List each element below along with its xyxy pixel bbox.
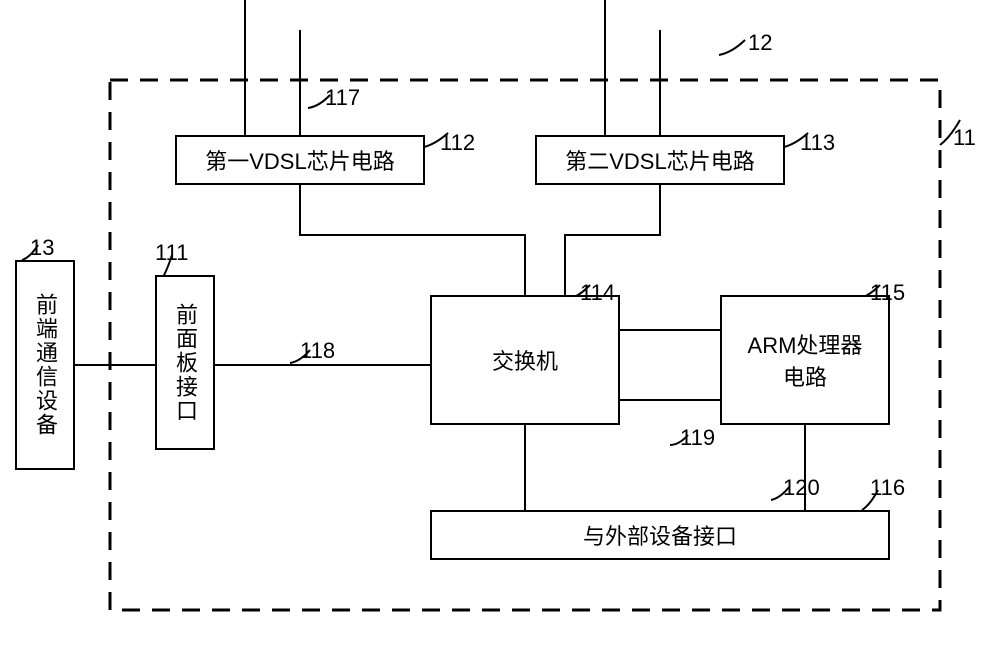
node-label: ARM处理器 电路 (748, 328, 863, 392)
node-switch: 交换机 (430, 295, 620, 425)
ref-label-116: 116 (870, 475, 905, 501)
node-label: 前面板接口 (169, 303, 201, 423)
node-label: 第一VDSL芯片电路 (205, 144, 394, 176)
ref-label-12: 12 (748, 30, 772, 56)
node-label: 与外部设备接口 (583, 519, 737, 551)
diagram-canvas: 前端通信设备 前面板接口 第一VDSL芯片电路 第二VDSL芯片电路 交换机 A… (0, 0, 1000, 645)
node-front-panel: 前面板接口 (155, 275, 215, 450)
ref-label-114: 114 (580, 280, 615, 306)
ref-label-113: 113 (800, 130, 835, 156)
ref-label-13: 13 (30, 235, 54, 261)
node-label: 第二VDSL芯片电路 (565, 144, 754, 176)
node-label: 交换机 (492, 344, 558, 376)
node-vdsl1: 第一VDSL芯片电路 (175, 135, 425, 185)
node-label: 前端通信设备 (29, 293, 61, 437)
ref-label-11: 11 (953, 125, 976, 151)
ref-label-117: 117 (325, 85, 360, 111)
node-ext-if: 与外部设备接口 (430, 510, 890, 560)
ref-label-120: 120 (783, 475, 820, 501)
ref-label-118: 118 (300, 338, 335, 364)
ref-label-111: 111 (155, 240, 188, 266)
ref-label-115: 115 (870, 280, 905, 306)
node-front-device: 前端通信设备 (15, 260, 75, 470)
node-vdsl2: 第二VDSL芯片电路 (535, 135, 785, 185)
node-arm: ARM处理器 电路 (720, 295, 890, 425)
ref-label-112: 112 (440, 130, 475, 156)
ref-label-119: 119 (680, 425, 715, 451)
